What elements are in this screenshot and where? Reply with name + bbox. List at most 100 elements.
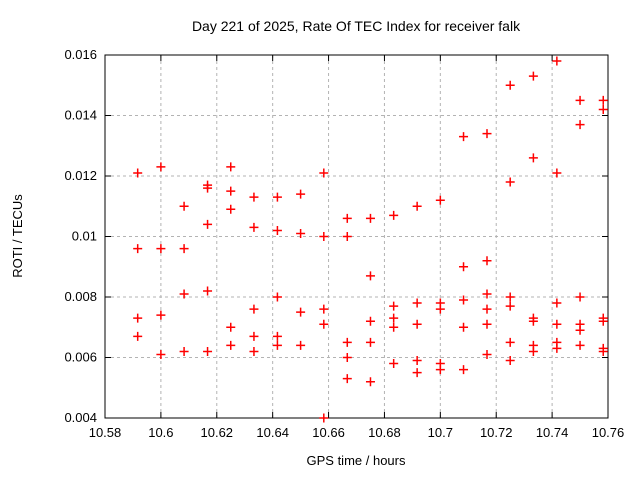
data-point-marker <box>505 356 515 366</box>
data-point-marker <box>459 322 469 332</box>
data-point-marker <box>412 319 422 329</box>
data-point-marker <box>249 192 259 202</box>
data-point-marker <box>156 162 166 172</box>
data-point-marker <box>365 316 375 326</box>
x-tick-label: 10.6 <box>148 425 173 440</box>
data-point-marker <box>179 201 189 211</box>
data-point-marker <box>459 132 469 142</box>
data-point-marker <box>412 368 422 378</box>
data-point-marker <box>552 298 562 308</box>
data-point-marker <box>179 244 189 254</box>
data-point-marker <box>575 340 585 350</box>
data-point-marker <box>156 349 166 359</box>
data-point-marker <box>226 322 236 332</box>
data-point-marker <box>203 219 213 229</box>
data-point-marker <box>249 222 259 232</box>
x-tick-label: 10.66 <box>312 425 345 440</box>
data-point-marker <box>598 316 608 326</box>
data-point-marker <box>296 307 306 317</box>
x-tick-label: 10.72 <box>480 425 513 440</box>
data-point-marker <box>342 353 352 362</box>
data-point-marker <box>435 304 445 314</box>
y-tick-label: 0.016 <box>64 47 97 62</box>
x-tick-label: 10.64 <box>256 425 289 440</box>
data-point-marker <box>272 340 282 350</box>
y-tick-label: 0.008 <box>64 289 97 304</box>
data-point-marker <box>249 346 259 356</box>
data-point-marker <box>598 95 608 105</box>
x-tick-label: 10.68 <box>368 425 401 440</box>
data-point-marker <box>249 304 259 314</box>
data-point-marker <box>505 292 515 302</box>
data-point-marker <box>598 104 608 114</box>
x-tick-label: 10.58 <box>89 425 122 440</box>
data-point-marker <box>389 359 399 369</box>
data-point-marker <box>342 232 352 241</box>
data-point-marker <box>133 331 143 341</box>
data-point-marker <box>552 168 562 178</box>
data-point-marker <box>226 340 236 350</box>
x-tick-label: 10.7 <box>428 425 453 440</box>
data-point-marker <box>226 204 236 214</box>
data-point-marker <box>459 262 469 272</box>
data-point-marker <box>179 289 189 299</box>
data-point-marker <box>133 244 143 254</box>
y-tick-label: 0.012 <box>64 168 97 183</box>
data-point-marker <box>319 319 329 329</box>
grid-layer <box>104 54 609 419</box>
data-point-marker <box>296 228 306 238</box>
x-tick-label: 10.74 <box>536 425 569 440</box>
data-point-marker <box>575 292 585 302</box>
data-point-marker <box>505 301 515 311</box>
data-point-marker <box>482 256 492 266</box>
tick-label-layer: 10.58 10.6 10.62 10.64 10.66 10.68 10.7 10.72 10… <box>64 47 624 440</box>
data-point-marker <box>342 337 352 347</box>
data-point-marker <box>528 71 538 81</box>
data-point-marker <box>296 189 306 199</box>
data-point-marker <box>365 213 375 223</box>
data-point-marker <box>412 298 422 308</box>
data-point-marker <box>528 316 538 326</box>
data-point-marker <box>528 153 538 163</box>
data-point-marker <box>342 374 352 384</box>
data-point-marker <box>459 365 469 375</box>
y-tick-label: 0.006 <box>64 350 97 365</box>
data-point-marker <box>389 313 399 323</box>
data-point-marker <box>319 413 329 423</box>
data-point-marker <box>575 95 585 105</box>
data-point-marker <box>249 331 259 341</box>
data-point-marker <box>272 225 282 235</box>
data-point-marker <box>505 80 515 90</box>
data-point-marker <box>412 201 422 211</box>
data-point-marker <box>389 301 399 311</box>
data-point-marker <box>203 286 213 296</box>
y-tick-label: 0.014 <box>64 108 97 123</box>
data-point-marker <box>435 195 445 205</box>
data-points-layer <box>133 56 608 423</box>
data-point-marker <box>342 213 352 223</box>
data-point-marker <box>156 310 166 320</box>
data-point-marker <box>156 244 166 254</box>
plot-border <box>104 54 609 419</box>
y-tick-label: 0.01 <box>72 229 97 244</box>
data-point-marker <box>575 120 585 130</box>
data-point-marker <box>226 186 236 196</box>
data-point-marker <box>226 162 236 172</box>
data-point-marker <box>365 337 375 347</box>
data-point-marker <box>319 168 329 178</box>
data-point-marker <box>505 337 515 347</box>
data-point-marker <box>365 377 375 387</box>
data-point-marker <box>272 192 282 202</box>
x-axis-label: GPS time / hours <box>307 453 406 468</box>
x-tick-label: 10.62 <box>201 425 234 440</box>
data-point-marker <box>319 304 329 314</box>
x-tick-label: 10.76 <box>592 425 625 440</box>
data-point-marker <box>482 129 492 139</box>
data-point-marker <box>552 319 562 329</box>
data-point-marker <box>319 232 329 241</box>
data-point-marker <box>272 292 282 302</box>
data-point-marker <box>389 322 399 332</box>
data-point-marker <box>482 319 492 329</box>
data-point-marker <box>389 210 399 220</box>
